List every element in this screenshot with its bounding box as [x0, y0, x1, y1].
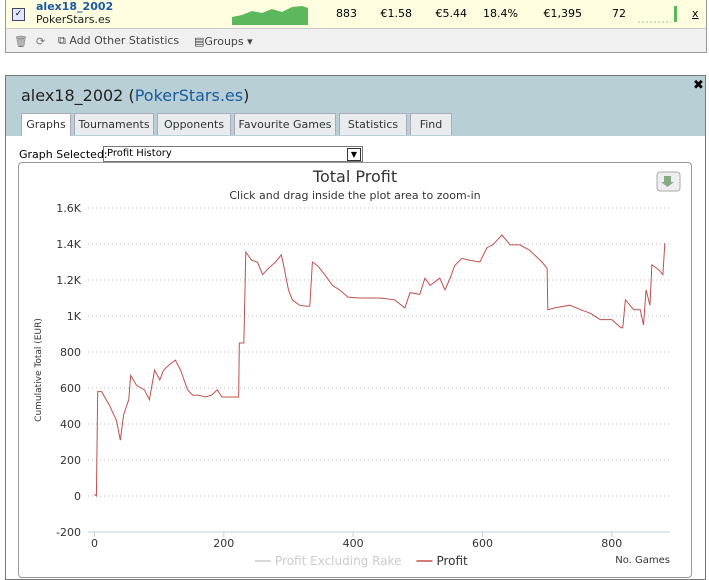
tab[interactable]: Find [410, 113, 452, 135]
series-line [94, 234, 666, 498]
groups[interactable]: ▤Groups ▾ [194, 35, 253, 48]
y-tick-label: 800 [60, 346, 81, 359]
title-site[interactable]: PokerStars.es [134, 86, 244, 105]
stat: 883 [336, 7, 357, 20]
x-axis-label: No. Games [615, 555, 670, 566]
groups-label: Groups [204, 35, 244, 48]
legend-label[interactable]: Profit Excluding Rake [275, 554, 401, 568]
sparkline [232, 6, 308, 25]
paren: ) [243, 86, 250, 105]
stat: €5.44 [435, 7, 468, 20]
y-tick-label: -200 [56, 526, 81, 539]
paren: ( [128, 86, 135, 105]
close-panel[interactable]: ✖ [693, 78, 704, 93]
x-tick-label: 800 [601, 537, 622, 550]
x-tick-label: 600 [472, 537, 493, 550]
stat: €1.58 [380, 7, 413, 20]
tab[interactable]: Statistics [339, 113, 407, 135]
tab[interactable]: Opponents [157, 113, 231, 135]
chart-box [18, 162, 692, 578]
tab[interactable]: Tournaments [74, 113, 154, 135]
add-stats-label: Add Other Statistics [69, 34, 180, 47]
player-name[interactable]: alex18_2002 [36, 0, 114, 13]
x-tick-label: 400 [343, 537, 364, 550]
panel: alex18_2002 (PokerStars.es) ✖ Graph Sele… [5, 75, 706, 580]
close-row[interactable]: x [692, 7, 699, 20]
tab[interactable]: Favourite Games [234, 113, 336, 135]
select-value: Profit History [107, 148, 172, 159]
y-tick-label: 600 [60, 382, 81, 395]
title-name: alex18_2002 [21, 86, 124, 105]
y-axis-label: Cumulative Total (EUR) [34, 318, 44, 422]
y-tick-label: 1K [67, 310, 82, 323]
y-tick-label: 200 [60, 454, 81, 467]
panel-title: alex18_2002 (PokerStars.es) [21, 86, 249, 105]
add-stats[interactable]: ⧉ Add Other Statistics [58, 34, 180, 47]
x-tick-label: 200 [213, 537, 234, 550]
stat: 72 [612, 7, 626, 20]
selector-label: Graph Selected: [19, 148, 108, 161]
y-tick-label: 1.2K [56, 274, 81, 287]
row-box: ✓ alex18_2002 PokerStars.es 883 €1.58 €5… [5, 0, 707, 53]
refresh-icon[interactable]: ⟳ [36, 35, 46, 48]
chart-title: Total Profit [312, 167, 397, 186]
checkbox[interactable]: ✓ [12, 8, 25, 21]
download-button[interactable] [656, 171, 681, 192]
y-tick-label: 0 [74, 490, 81, 503]
y-tick-label: 400 [60, 418, 81, 431]
stat: 18.4% [483, 7, 518, 20]
y-tick-label: 1.6K [56, 202, 81, 215]
trash-icon[interactable]: 🗑 [14, 35, 28, 48]
player-row [6, 0, 706, 29]
graph-select[interactable]: Profit History ▼ [103, 146, 363, 162]
chart-subtitle: Click and drag inside the plot area to z… [229, 189, 480, 202]
legend-label[interactable]: Profit [436, 554, 468, 568]
mini-bars [638, 6, 677, 23]
player-site: PokerStars.es [36, 13, 111, 26]
stat: €1,395 [543, 7, 583, 20]
tab[interactable]: Graphs [21, 113, 71, 136]
y-tick-label: 1.4K [56, 238, 81, 251]
x-tick-label: 0 [91, 537, 98, 550]
